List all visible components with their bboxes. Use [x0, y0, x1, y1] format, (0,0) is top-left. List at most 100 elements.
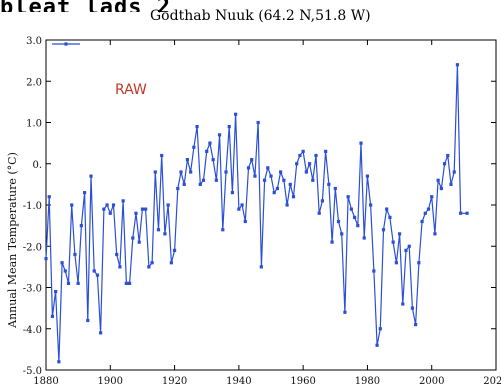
data-point [372, 269, 376, 273]
data-point [378, 327, 382, 331]
data-point [217, 133, 222, 137]
data-point [201, 178, 206, 182]
data-point [66, 281, 71, 285]
y-tick-label: -5.0 [23, 366, 42, 377]
data-point [115, 252, 119, 257]
y-tick-label: -3.0 [23, 284, 42, 295]
data-point [317, 211, 321, 215]
data-point [385, 207, 389, 211]
header-crop-text: bleat lads 2 [0, 0, 171, 12]
x-tick-label: 1980 [355, 376, 380, 387]
data-point [60, 261, 64, 265]
data-point [243, 219, 247, 224]
data-point [449, 182, 453, 186]
data-point [192, 145, 196, 149]
data-point [253, 174, 257, 178]
x-tick-label: 2000 [419, 376, 444, 387]
ticks-layer: 1880 1900 1920 1940 1960 1980 2000 2020 3.0 2.0 1.… [23, 36, 501, 387]
data-point [430, 195, 434, 199]
data-point [240, 203, 244, 207]
data-point [176, 186, 180, 191]
data-point [166, 203, 170, 207]
data-point [340, 232, 344, 236]
data-point [195, 125, 199, 129]
data-point [320, 199, 325, 203]
data-point [343, 310, 347, 314]
data-point [388, 215, 392, 219]
data-point [417, 261, 421, 265]
data-point [92, 269, 96, 273]
data-point [291, 195, 296, 199]
data-point [163, 232, 167, 236]
data-point [102, 207, 106, 211]
data-point [172, 248, 177, 252]
data-point [269, 174, 273, 178]
data-point [407, 244, 411, 248]
data-point [301, 149, 305, 153]
data-point [79, 224, 83, 228]
data-point [214, 178, 218, 182]
x-tick-label: 1940 [226, 376, 251, 387]
data-point [211, 158, 215, 162]
data-point [336, 219, 341, 224]
data-point [423, 211, 427, 215]
chart-title: Godthab Nuuk (64.2 N,51.8 W) [150, 8, 371, 24]
data-point [185, 158, 190, 162]
data-point [118, 265, 122, 269]
data-point [205, 149, 209, 153]
data-point [311, 178, 315, 182]
data-point [63, 269, 67, 273]
data-point [153, 170, 157, 174]
data-point [237, 207, 241, 211]
data-point [359, 141, 363, 145]
data-point [369, 203, 373, 207]
data-point [230, 191, 235, 195]
data-point [144, 207, 148, 211]
y-tick-label: 0. [32, 160, 42, 171]
y-axis-label: Annual Mean Temperature (°C) [6, 152, 19, 329]
data-point [182, 182, 186, 186]
data-point [198, 182, 202, 186]
data-point [266, 166, 270, 170]
data-point [54, 290, 58, 294]
data-point [394, 261, 398, 265]
data-point [436, 178, 440, 182]
data-point [234, 112, 238, 116]
data-point [465, 211, 469, 215]
data-point [288, 182, 292, 186]
data-point [439, 186, 443, 191]
y-tick-label: -4.0 [23, 325, 42, 336]
legend-layer [52, 42, 80, 46]
x-tick-label: 1960 [290, 376, 315, 387]
data-point [147, 265, 151, 269]
data-point [127, 281, 132, 285]
series-layer [44, 63, 469, 364]
data-point [76, 281, 80, 285]
data-point [208, 141, 212, 145]
data-point [131, 236, 135, 240]
data-point [304, 170, 308, 174]
data-point [95, 273, 100, 277]
data-point [99, 331, 103, 335]
data-point [324, 149, 328, 153]
data-point [160, 153, 164, 158]
data-point [108, 211, 112, 215]
data-point [346, 195, 350, 199]
data-point [246, 166, 251, 170]
data-point [179, 170, 183, 174]
data-point [410, 306, 415, 310]
data-point [365, 174, 370, 178]
data-point [404, 248, 408, 252]
data-point [121, 199, 125, 203]
data-point [455, 63, 460, 67]
data-point [73, 252, 77, 257]
data-point [137, 240, 141, 244]
data-point [426, 207, 431, 211]
legend-marker [64, 42, 68, 46]
data-point [256, 120, 260, 125]
data-point [111, 203, 116, 207]
data-point [279, 170, 283, 174]
data-point [414, 323, 418, 327]
